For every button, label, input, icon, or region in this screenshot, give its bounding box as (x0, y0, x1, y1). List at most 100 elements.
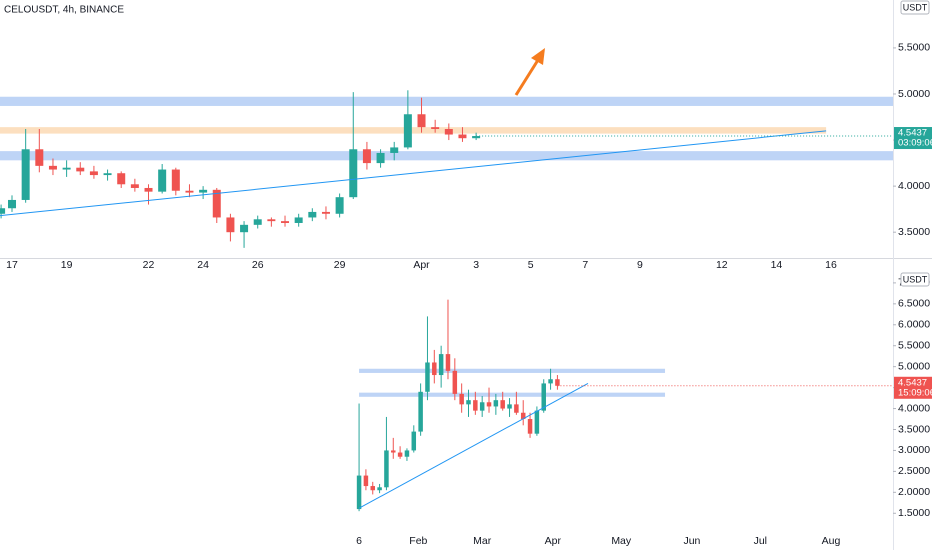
x-tick-label: Feb (409, 535, 427, 547)
zone (0, 96, 893, 106)
candle-body (62, 167, 71, 170)
candle-body (0, 208, 6, 214)
price-tag-countdown: 03:09:06 (898, 138, 932, 149)
candle-body (507, 404, 512, 409)
candle-body (541, 383, 546, 411)
currency-label: USDT (903, 2, 928, 12)
zone (0, 127, 827, 134)
x-tick-label: 22 (143, 259, 155, 271)
y-tick-label: 2.0000 (898, 486, 930, 498)
x-tick-label: Apr (545, 535, 562, 547)
y-tick-label: 3.5000 (898, 226, 930, 238)
candle-body (500, 400, 505, 409)
candle-body (363, 475, 369, 487)
candle-body (391, 450, 396, 453)
candle-body (452, 370, 458, 394)
candle-body (362, 149, 371, 164)
candle-body (171, 169, 180, 191)
candle-body (267, 219, 276, 222)
candle-body (479, 402, 485, 411)
candle-body (432, 362, 437, 376)
y-tick-label: 3.0000 (898, 444, 930, 456)
price-tag-countdown: 15:09:06 (898, 387, 932, 398)
x-tick-label: 16 (825, 259, 837, 271)
x-tick-label: 29 (334, 259, 346, 271)
y-tick-label: 5.0000 (898, 360, 930, 372)
candle-body (445, 354, 451, 371)
candle-body (356, 475, 362, 510)
y-tick-label: 1.5000 (898, 507, 930, 519)
x-tick-label: 12 (716, 259, 728, 271)
price-tag-value: 4.5437 (898, 128, 927, 139)
candle-body (473, 400, 478, 411)
x-tick-label: 5 (528, 259, 534, 271)
candle-body (384, 450, 389, 488)
x-tick-label: 9 (637, 259, 643, 271)
candle-body (486, 402, 492, 407)
candle-body (335, 197, 344, 214)
currency-label: USDT (903, 274, 928, 284)
candle-body (130, 184, 139, 188)
candle-body (294, 217, 303, 223)
candle-body (390, 147, 399, 153)
candle-body (411, 431, 417, 451)
candle-body (117, 173, 126, 185)
candle-body (459, 393, 464, 405)
x-tick-label: Apr (413, 259, 430, 271)
candle-body (438, 354, 444, 376)
y-tick-label: 5.5000 (898, 42, 930, 54)
x-tick-label: 7 (582, 259, 588, 271)
currency-box (900, 0, 930, 15)
plot (0, 90, 893, 248)
candle-body (8, 199, 17, 209)
candle-body (425, 362, 430, 392)
candle-body (185, 190, 194, 193)
candle-body (403, 114, 412, 148)
candle-body (35, 149, 44, 166)
candle-body (76, 167, 85, 172)
candle-body (103, 173, 112, 176)
y-tick-label: 6.5000 (898, 298, 930, 310)
candle-body (253, 219, 262, 225)
symbol-title: CELOUSDT, 4h, BINANCE (4, 5, 124, 16)
candle-body (240, 224, 249, 233)
y-tick-label: 5.0000 (898, 88, 930, 100)
x-tick-label: 24 (197, 259, 209, 271)
candle-body (321, 211, 330, 214)
candle-body (514, 404, 519, 413)
candle-body (48, 165, 57, 170)
candle-body (308, 211, 317, 218)
x-tick-label: 6 (356, 535, 362, 547)
candle-body (144, 187, 153, 192)
candle-body (89, 171, 98, 176)
x-tick-label: Mar (473, 535, 492, 547)
candle-body (21, 149, 30, 200)
plot (356, 299, 893, 512)
x-tick-label: May (611, 535, 632, 547)
candle-body (377, 487, 382, 491)
candle-body (527, 419, 533, 434)
candle-body (418, 391, 423, 432)
x-tick-label: Jun (683, 535, 700, 547)
candle-body (349, 149, 358, 198)
y-tick-label: 4.0000 (898, 180, 930, 192)
currency-box (900, 272, 930, 287)
x-tick-label: 3 (473, 259, 479, 271)
candle-body (548, 379, 553, 384)
candle-body (199, 189, 208, 193)
zone (359, 392, 666, 397)
x-tick-label: 26 (252, 259, 264, 271)
zone (0, 151, 893, 161)
price-tag (894, 376, 932, 399)
zone (359, 368, 666, 373)
candle-body (370, 486, 375, 491)
candle-body (226, 217, 235, 233)
candle-body (458, 134, 467, 139)
candle-body (472, 136, 481, 139)
x-tick-label: 17 (6, 259, 18, 271)
candle-body (431, 127, 440, 129)
trendline (0, 130, 827, 217)
